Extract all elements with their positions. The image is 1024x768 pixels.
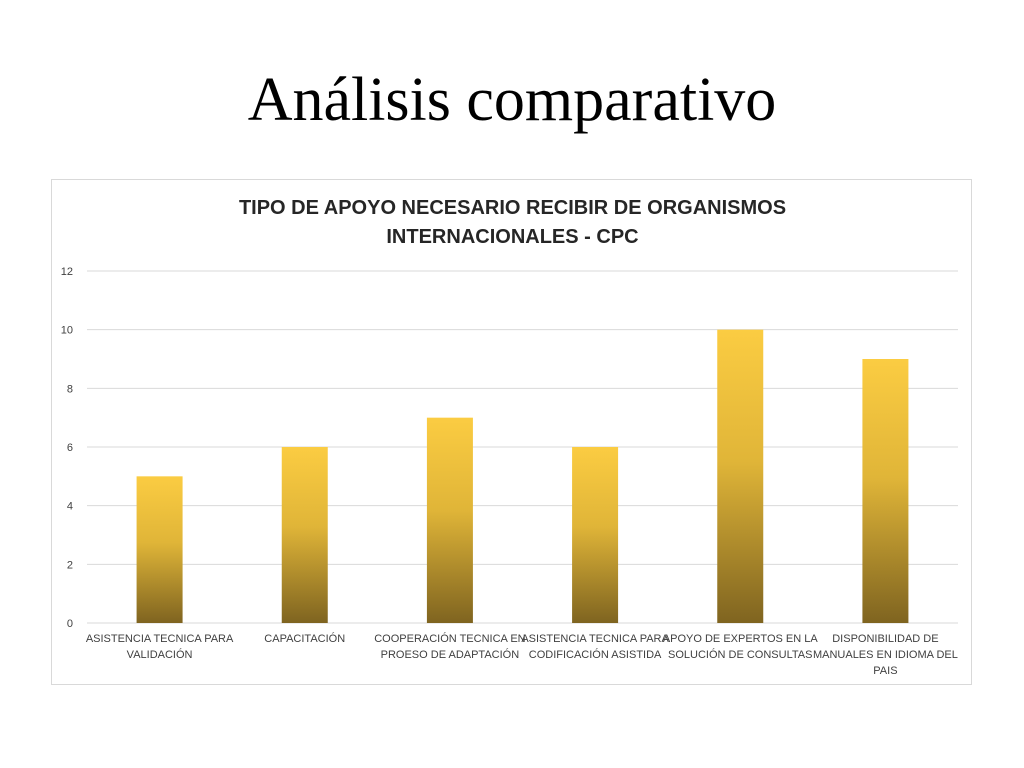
x-tick-label: COOPERACIÓN TECNICA EN PROESO DE ADAPTACI… <box>374 632 525 661</box>
bar <box>426 417 473 623</box>
x-tick-label-line: PROESO DE ADAPTACIÓN <box>381 648 520 661</box>
slide-title: Análisis comparativo <box>247 66 777 134</box>
bar <box>136 476 183 623</box>
y-tick-label: 6 <box>67 442 73 454</box>
x-tick-label: DISPONIBILIDAD DE MANUALES EN IDIOMA DEL P… <box>813 633 958 677</box>
x-tick-label-line: CAPACITACIÓN <box>264 632 345 645</box>
bar <box>572 447 619 623</box>
y-tick-label: 4 <box>67 501 73 513</box>
x-tick-label-line: VALIDACIÓN <box>127 648 193 661</box>
x-tick-label: ASISTENCIA TECNICA PARA VALIDACIÓN <box>86 633 234 661</box>
x-tick-label: CAPACITACIÓN <box>264 632 345 645</box>
x-tick-label-line: APOYO DE EXPERTOS EN LA <box>663 633 819 645</box>
bar <box>717 329 764 623</box>
x-tick-label-line: COOPERACIÓN TECNICA EN <box>374 632 525 645</box>
x-tick-label-line: CODIFICACIÓN ASISTIDA <box>529 648 662 661</box>
y-tick-label: 12 <box>61 266 73 278</box>
x-tick-label-line: ASISTENCIA TECNICA PARA <box>521 633 669 645</box>
bar <box>862 359 909 623</box>
x-tick-label-line: ASISTENCIA TECNICA PARA <box>86 633 234 645</box>
x-tick-label-line: PAIS <box>873 665 897 677</box>
chart-container: TIPO DE APOYO NECESARIO RECIBIR DE ORGAN… <box>51 179 972 685</box>
y-tick-label: 0 <box>67 618 73 630</box>
x-tick-label: ASISTENCIA TECNICA PARA CODIFICACIÓN ASIS… <box>521 633 669 661</box>
y-tick-label: 2 <box>67 559 73 571</box>
chart-title-line-1: TIPO DE APOYO NECESARIO RECIBIR DE ORGAN… <box>238 197 787 219</box>
x-tick-label: APOYO DE EXPERTOS EN LA SOLUCIÓN DE CONSU… <box>663 633 819 661</box>
x-tick-label-line: DISPONIBILIDAD DE <box>832 633 938 645</box>
x-tick-label-line: SOLUCIÓN DE CONSULTAS <box>668 648 812 661</box>
x-tick-label-line: MANUALES EN IDIOMA DEL <box>813 649 958 661</box>
bar <box>281 447 328 623</box>
y-tick-label: 10 <box>61 325 73 337</box>
chart-title-line-2: INTERNACIONALES - CPC <box>386 226 639 248</box>
y-tick-label: 8 <box>67 383 73 395</box>
chart-title: TIPO DE APOYO NECESARIO RECIBIR DE ORGAN… <box>52 194 973 252</box>
bar-chart: 0 2 4 6 8 10 12 ASISTENCIA TECNICA PARA VALIDACI… <box>61 266 958 677</box>
